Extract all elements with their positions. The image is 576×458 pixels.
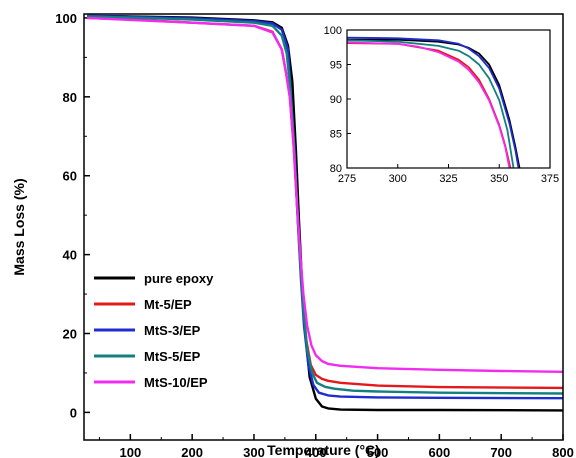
- y-tick-label: 100: [55, 11, 77, 26]
- x-tick-label: 600: [429, 445, 451, 458]
- inset-y-tick-label: 80: [330, 163, 342, 175]
- x-tick-label: 500: [367, 445, 389, 458]
- legend-label: Mt-5/EP: [144, 297, 192, 312]
- y-tick-label: 20: [63, 327, 77, 342]
- x-tick-label: 800: [552, 445, 574, 458]
- inset-y-tick-label: 90: [330, 94, 342, 106]
- inset-x-tick-label: 300: [389, 173, 407, 185]
- x-axis-title: Temperature (°C): [267, 442, 380, 458]
- legend-label: MtS-3/EP: [144, 323, 201, 338]
- inset-y-tick-label: 85: [330, 129, 342, 141]
- inset-x-tick-label: 375: [541, 173, 559, 185]
- legend-label: MtS-5/EP: [144, 349, 201, 364]
- inset-series-line-mts-10-ep: [347, 41, 511, 168]
- x-tick-label: 300: [243, 445, 265, 458]
- y-tick-label: 0: [70, 405, 77, 420]
- inset-frame: [346, 29, 551, 169]
- inset-y-tick-label: 100: [324, 25, 342, 37]
- main-plot: 100 200 300 400 500 600 700 800 0 20 40 60 80 100 Temp…: [11, 11, 574, 458]
- y-axis-title: Mass Loss (%): [11, 178, 27, 275]
- series-line-mts-10-ep: [87, 16, 564, 373]
- inset-y-tick-label: 95: [330, 60, 342, 72]
- inset-series-line-mts-5-ep: [347, 39, 515, 168]
- x-tick-label: 400: [305, 445, 327, 458]
- x-tick-label: 100: [120, 445, 142, 458]
- plot-frame: [83, 13, 564, 441]
- inset-series-line-mts-3-ep: [347, 36, 520, 168]
- y-tick-label: 80: [63, 90, 77, 105]
- legend-label: MtS-10/EP: [144, 375, 208, 390]
- legend-label: pure epoxy: [144, 271, 214, 286]
- x-tick-label: 200: [181, 445, 203, 458]
- inset-x-tick-label: 275: [338, 173, 356, 185]
- y-tick-label: 40: [63, 248, 77, 263]
- inset-x-tick-label: 325: [439, 173, 457, 185]
- inset-x-tick-label: 350: [490, 173, 508, 185]
- inset-plot: 275 300 325 350 375 80 85 90 95 100: [324, 25, 560, 185]
- inset-background: [347, 30, 550, 168]
- y-tick-label: 60: [63, 169, 77, 184]
- legend: pure epoxy Mt-5/EP MtS-3/EP MtS-5/EP MtS-10/…: [94, 271, 214, 390]
- x-tick-label: 700: [490, 445, 512, 458]
